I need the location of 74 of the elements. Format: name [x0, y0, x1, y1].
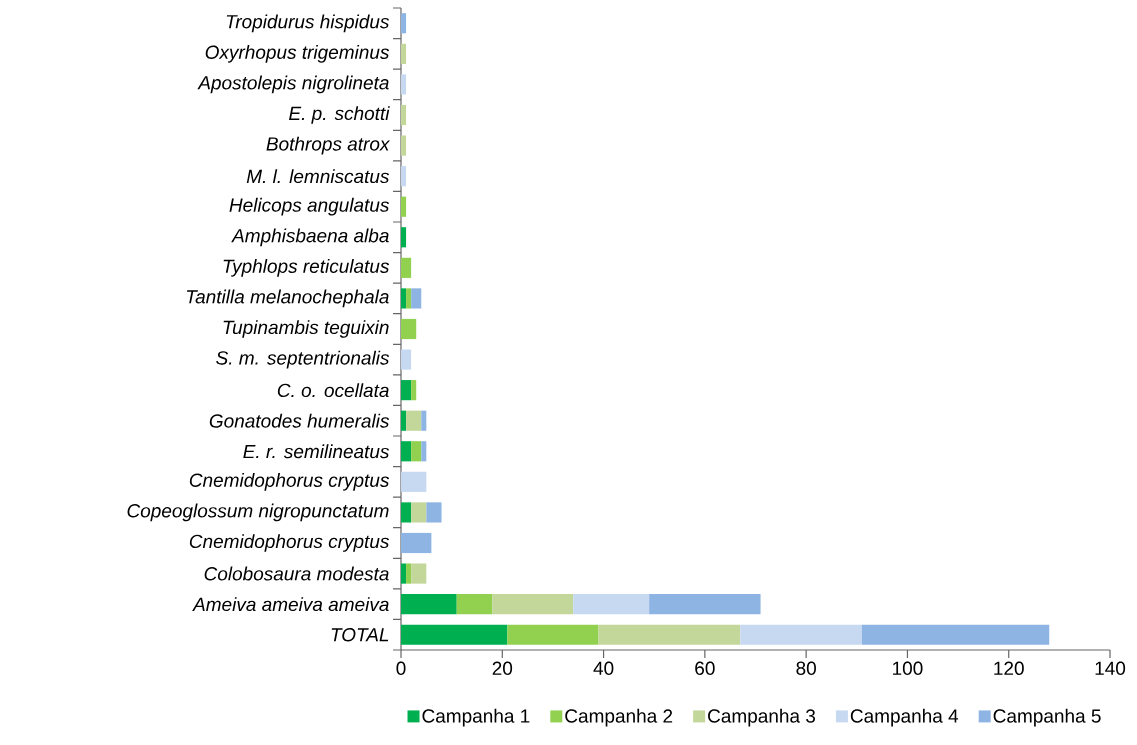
bar: [401, 74, 407, 95]
y-tick-label: Bothrops atrox: [266, 136, 390, 155]
y-tick-label: TOTAL: [331, 627, 389, 642]
bar: [401, 410, 407, 431]
bar: [861, 624, 1050, 645]
y-tick-label: Helicops angulatus: [229, 197, 390, 216]
bar: [426, 502, 442, 523]
bar: [598, 624, 741, 645]
bar: [401, 502, 412, 523]
bar: [401, 624, 508, 645]
bar: [406, 410, 422, 431]
x-tick-label: 0: [396, 661, 406, 675]
bar: [507, 624, 599, 645]
bar: [401, 104, 407, 126]
bar: [411, 380, 417, 401]
y-tick-label: Typhlops reticulatus: [223, 259, 390, 277]
bar: [411, 563, 427, 584]
legend-label: Campanha 4: [850, 708, 959, 727]
x-tick-label: 100: [893, 661, 923, 675]
y-tick-label: Copeoglossum nigropunctatum: [127, 503, 389, 522]
y-tick-label: E. r. semilineatus: [243, 444, 390, 459]
x-tick-label: 40: [593, 661, 614, 675]
y-tick-label: Ameiva ameiva ameiva: [192, 597, 389, 612]
bar: [649, 594, 761, 615]
y-tick-label: Colobosaura modesta: [204, 566, 389, 581]
legend-label: Campanha 1: [422, 708, 530, 727]
bar: [401, 563, 407, 584]
bar: [401, 257, 412, 278]
bar: [401, 13, 407, 34]
bar: [421, 441, 427, 462]
bar: [401, 441, 412, 462]
bar: [406, 563, 412, 584]
y-tick-label: C. o. ocellata: [277, 383, 389, 398]
legend-label: Campanha 3: [708, 708, 816, 727]
y-tick-label: Oxyrhopus trigeminus: [205, 45, 390, 63]
y-tick-label: S. m. septentrionalis: [216, 350, 390, 369]
bar: [492, 594, 574, 615]
bar: [401, 288, 407, 309]
x-tick-label: 60: [695, 661, 715, 675]
bar: [401, 380, 412, 401]
y-tick-label: Tropidurus hispidus: [226, 14, 390, 33]
bar: [406, 288, 412, 309]
y-tick-label: Apostolepis nigrolineta: [197, 75, 389, 94]
x-tick-label: 140: [1095, 661, 1126, 675]
bar: [421, 410, 427, 431]
bar: [411, 441, 422, 462]
bar: [573, 594, 650, 615]
y-tick-label: Gonatodes humeralis: [209, 413, 390, 428]
bar: [401, 594, 457, 615]
legend-label: Campanha 5: [993, 708, 1101, 727]
bar: [401, 227, 407, 248]
y-tick-label: M. l. lemniscatus: [246, 169, 390, 184]
bar: [456, 594, 493, 615]
bar: [411, 502, 427, 523]
x-tick-label: 80: [796, 661, 816, 675]
x-tick-label: 20: [492, 661, 513, 675]
y-tick-label: Tantilla melanochephala: [186, 289, 389, 308]
legend-label: Campanha 2: [565, 708, 673, 727]
y-tick-label: Cnemidophorus cryptus: [189, 473, 390, 491]
bar: [401, 471, 427, 492]
x-tick-label: 120: [994, 661, 1024, 675]
bar: [740, 624, 862, 645]
y-tick-label: Cnemidophorus cryptus: [189, 534, 390, 552]
bar: [401, 196, 407, 217]
bar: [401, 349, 412, 370]
y-tick-label: E. p. schotti: [289, 106, 390, 124]
bar: [411, 288, 422, 309]
bar: [401, 318, 417, 340]
y-tick-label: Amphisbaena alba: [231, 228, 389, 247]
y-tick-label: Tupinambis teguixin: [223, 320, 389, 338]
bar: [401, 135, 407, 156]
bar: [401, 43, 407, 64]
bar: [401, 166, 407, 187]
bar: [401, 532, 432, 554]
